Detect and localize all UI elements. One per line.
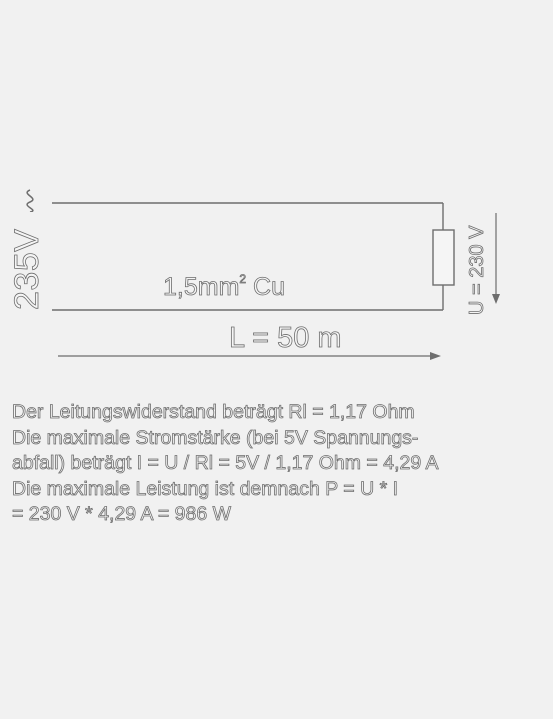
cable-cross-section: 1,5mm [163,273,240,302]
cable-material: Cu [246,273,286,302]
note-line: Der Leitungswiderstand beträgt Rl = 1,17… [12,401,415,424]
note-line: = 230 V * 4,29 A = 986 W [12,503,232,526]
calculation-notes: Der Leitungswiderstand beträgt Rl = 1,17… [12,400,542,528]
load-resistor [432,229,455,286]
note-line: Die maximale Leistung ist demnach P = U … [12,477,399,500]
note-line: abfall) beträgt I = U / Rl = 5V / 1,17 O… [12,452,439,475]
note-line: Die maximale Stromstärke (bei 5V Spannun… [12,426,419,449]
cable-length-label: L = 50 m [229,322,342,355]
cable-exponent: 2 [239,272,247,287]
supply-voltage-label: 235V [8,228,47,310]
length-arrow-head [430,352,441,360]
ac-sine-icon [26,189,34,212]
voltage-arrow-head [492,294,500,304]
cable-spec-label: 1,5mm2 Cu [163,272,286,302]
load-voltage-label: U = 230 V [466,225,489,315]
